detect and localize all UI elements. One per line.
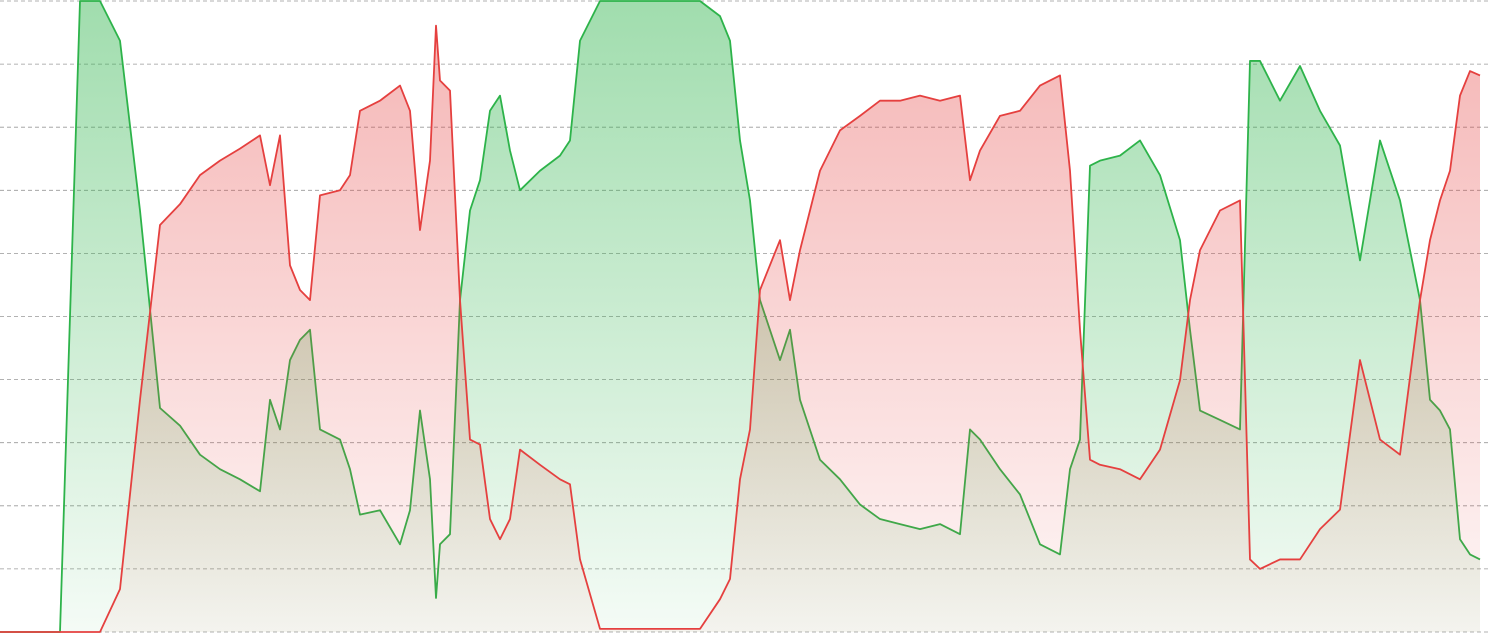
series-area <box>0 25 1480 632</box>
series-line <box>0 24 1481 633</box>
